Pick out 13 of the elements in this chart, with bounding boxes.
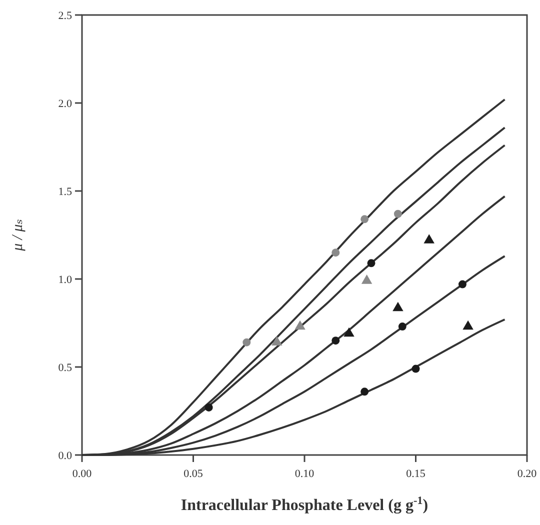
y-tick-label: 1.0 bbox=[58, 274, 72, 286]
x-tick-label: 0.10 bbox=[294, 468, 315, 480]
y-axis-title: μ / μₛ bbox=[10, 219, 26, 252]
x-tick-label: 0.15 bbox=[406, 468, 426, 480]
y-tick-label: 2.5 bbox=[58, 10, 72, 22]
x-axis-title: Intracellular Phosphate Level (g g$^{-1}$) bbox=[180, 495, 428, 514]
y-tick-label: 0.0 bbox=[58, 450, 72, 462]
y-tick-label: 1.5 bbox=[58, 186, 72, 198]
y-tick-label: 2.0 bbox=[58, 98, 72, 110]
x-tick-label: 0.20 bbox=[517, 468, 538, 480]
x-tick-label: 0.00 bbox=[72, 468, 92, 480]
x-tick-label: 0.05 bbox=[184, 468, 204, 480]
y-tick-label: 0.5 bbox=[58, 362, 72, 374]
